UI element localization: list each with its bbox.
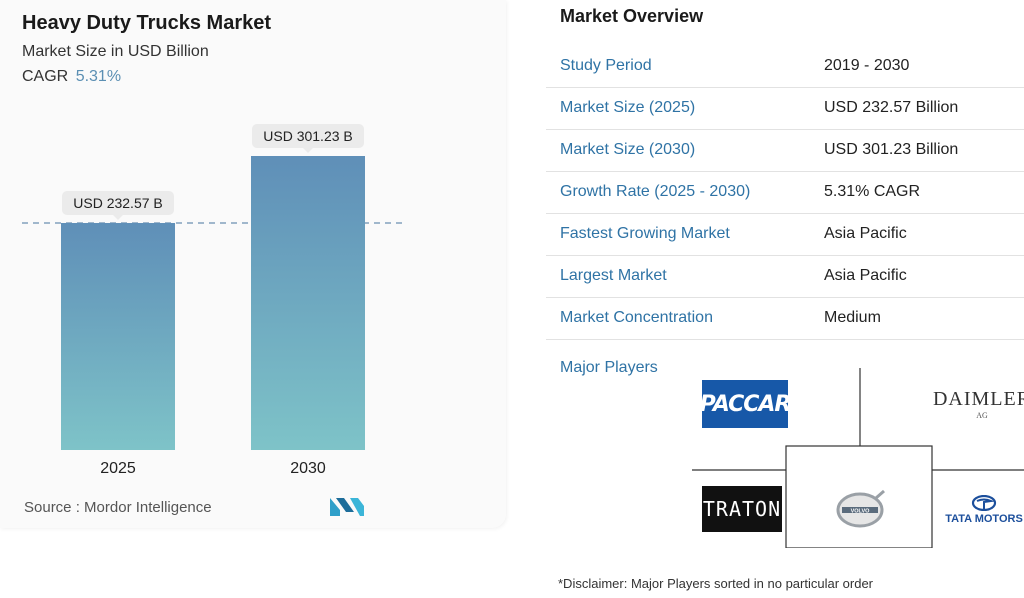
bar-2025 (61, 223, 175, 450)
overview-row: Study Period 2019 - 2030 (546, 46, 1024, 88)
overview-key: Market Size (2030) (560, 141, 696, 158)
tata-motors-logo: TATA MOTORS (944, 492, 1024, 528)
overview-value: Asia Pacific (824, 225, 907, 242)
overview-row: Market Size (2030) USD 301.23 Billion (546, 130, 1024, 172)
overview-key: Fastest Growing Market (560, 225, 730, 242)
paccar-logo-text: PACCAR (699, 391, 792, 417)
bar-2030 (251, 156, 365, 450)
overview-value: Asia Pacific (824, 267, 907, 284)
cagr-line: CAGR 5.31% (22, 68, 121, 86)
source-label: Source : (24, 499, 80, 516)
overview-key: Largest Market (560, 267, 667, 284)
overview-key: Growth Rate (2025 - 2030) (560, 183, 751, 200)
data-label-2030: USD 301.23 B (263, 128, 353, 144)
volvo-emblem-icon: VOLVO (836, 489, 885, 528)
source-name: Mordor Intelligence (84, 499, 212, 516)
data-label-badge (252, 124, 364, 148)
overview-row: Growth Rate (2025 - 2030) 5.31% CAGR (546, 172, 1024, 214)
traton-logo-text: TRATON (702, 497, 782, 521)
overview-key: Study Period (560, 57, 652, 74)
volvo-logo: VOLVO (836, 488, 888, 530)
tata-emblem-icon (971, 495, 997, 511)
major-players-label: Major Players (560, 359, 658, 376)
x-tick-label-2030: 2030 (290, 460, 326, 477)
daimler-logo-sub: AG (976, 411, 988, 420)
players-grid (692, 368, 1024, 548)
source-line: Source : Mordor Intelligence (24, 499, 212, 516)
data-label-pointer (113, 215, 123, 221)
market-size-card: Heavy Duty Trucks Market Market Size in … (0, 0, 506, 528)
overview-value: Medium (824, 309, 881, 326)
mordor-intelligence-logo-icon (330, 498, 364, 516)
overview-title: Market Overview (560, 6, 704, 26)
bar-chart: USD 232.57 B 2025 USD 301.23 B 2030 (22, 124, 406, 477)
chart-subtitle: Market Size in USD Billion (22, 43, 209, 60)
daimler-logo-text: DAIMLER (932, 388, 1024, 410)
overview-value: USD 232.57 Billion (824, 99, 959, 116)
overview-key: Market Size (2025) (560, 99, 696, 116)
daimler-logo: DAIMLER AG (933, 380, 1024, 428)
chart-title: Heavy Duty Trucks Market (22, 12, 272, 34)
cagr-label: CAGR (22, 68, 69, 85)
paccar-logo: PACCAR (699, 380, 792, 428)
traton-logo: TRATON (702, 486, 782, 532)
overview-key: Market Concentration (560, 309, 713, 326)
overview-value: USD 301.23 Billion (824, 141, 959, 158)
data-label-pointer (303, 148, 313, 153)
overview-value: 5.31% CAGR (824, 183, 921, 200)
overview-row: Market Size (2025) USD 232.57 Billion (546, 88, 1024, 130)
data-label-badge (62, 191, 174, 216)
overview-value: 2019 - 2030 (824, 57, 910, 74)
disclaimer-text: *Disclaimer: Major Players sorted in no … (558, 576, 874, 591)
overview-row: Largest Market Asia Pacific (546, 256, 1024, 298)
data-label-2025: USD 232.57 B (73, 195, 163, 211)
overview-row: Fastest Growing Market Asia Pacific (546, 214, 1024, 256)
cagr-value: 5.31% (75, 68, 122, 85)
tata-motors-logo-text: TATA MOTORS (945, 513, 1023, 525)
volvo-logo-text: VOLVO (851, 509, 871, 515)
x-tick-label-2025: 2025 (100, 460, 136, 477)
overview-row: Market Concentration Medium (546, 298, 1024, 340)
